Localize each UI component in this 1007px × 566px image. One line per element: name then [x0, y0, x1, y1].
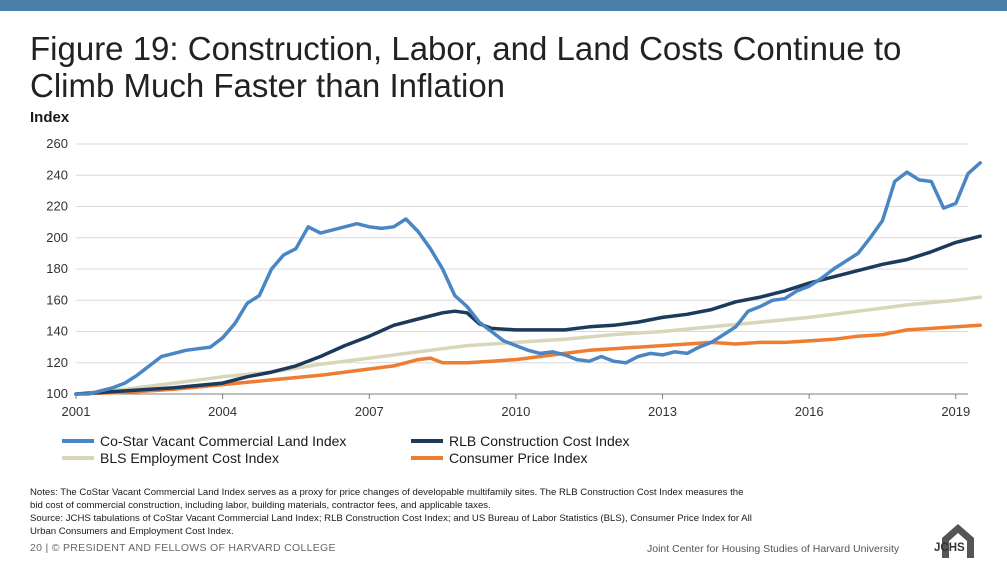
y-tick-label: 260	[46, 136, 68, 151]
footer-copyright: 20 | © PRESIDENT AND FELLOWS OF HARVARD …	[30, 542, 336, 554]
legend-swatch-bls	[62, 456, 94, 460]
axes	[75, 393, 968, 399]
legend-item-bls: BLS Employment Cost Index	[62, 450, 279, 466]
house-logo-icon	[942, 524, 974, 558]
legend-item-rlb: RLB Construction Cost Index	[411, 433, 630, 449]
jchs-logo: JCHS	[934, 522, 980, 558]
top-accent-bar	[0, 0, 1007, 11]
x-tick-label: 2001	[62, 404, 91, 419]
y-tick-label: 100	[46, 386, 68, 401]
source-line-1: Source: JCHS tabulations of CoStar Vacan…	[30, 513, 752, 524]
notes-line-1: Notes: The CoStar Vacant Commercial Land…	[30, 487, 744, 498]
x-tick-label: 2016	[795, 404, 824, 419]
series-line-cpi	[74, 323, 982, 396]
x-tick-label: 2007	[355, 404, 384, 419]
y-tick-label: 160	[46, 292, 68, 307]
y-axis-label: Index	[30, 109, 70, 126]
y-tick-label: 200	[46, 230, 68, 245]
legend-label-rlb: RLB Construction Cost Index	[449, 433, 630, 449]
logo-text: JCHS	[934, 542, 965, 554]
y-tick-label: 140	[46, 324, 68, 339]
series-line-rlb	[74, 234, 982, 396]
grid-lines	[76, 143, 968, 364]
line-chart: 100 120 140 160 180 200 220 240 260 2001 2004 2007 2…	[46, 136, 982, 419]
legend-label-bls: BLS Employment Cost Index	[100, 450, 279, 466]
series-lines	[74, 161, 982, 396]
legend-item-costar: Co-Star Vacant Commercial Land Index	[62, 433, 346, 449]
notes-line-2: bid cost of commercial construction, inc…	[30, 500, 491, 511]
legend-swatch-costar	[62, 439, 94, 443]
legend-label-costar: Co-Star Vacant Commercial Land Index	[100, 433, 347, 449]
y-tick-label: 180	[46, 261, 68, 276]
tick-labels: 100 120 140 160 180 200 220 240 260 2001 2004 2007 2…	[46, 136, 970, 419]
series-line-costar	[74, 161, 982, 396]
chart-legend: Co-Star Vacant Commercial Land Index RLB…	[62, 433, 762, 469]
legend-label-cpi: Consumer Price Index	[449, 450, 588, 466]
legend-swatch-cpi	[411, 456, 443, 460]
y-tick-label: 220	[46, 199, 68, 214]
x-tick-label: 2010	[501, 404, 530, 419]
legend-item-cpi: Consumer Price Index	[411, 450, 588, 466]
page-title: Figure 19: Construction, Labor, and Land…	[30, 30, 902, 104]
series-line-bls	[74, 295, 982, 396]
x-tick-label: 2013	[648, 404, 677, 419]
legend-swatch-rlb	[411, 439, 443, 443]
chart-notes: Notes: The CoStar Vacant Commercial Land…	[30, 486, 930, 538]
footer-organization: Joint Center for Housing Studies of Harv…	[647, 543, 900, 555]
source-line-2: Urban Consumers and Employment Cost Inde…	[30, 526, 234, 537]
x-tick-label: 2004	[208, 404, 237, 419]
x-tick-label: 2019	[941, 404, 970, 419]
y-tick-label: 120	[46, 355, 68, 370]
y-tick-label: 240	[46, 167, 68, 182]
